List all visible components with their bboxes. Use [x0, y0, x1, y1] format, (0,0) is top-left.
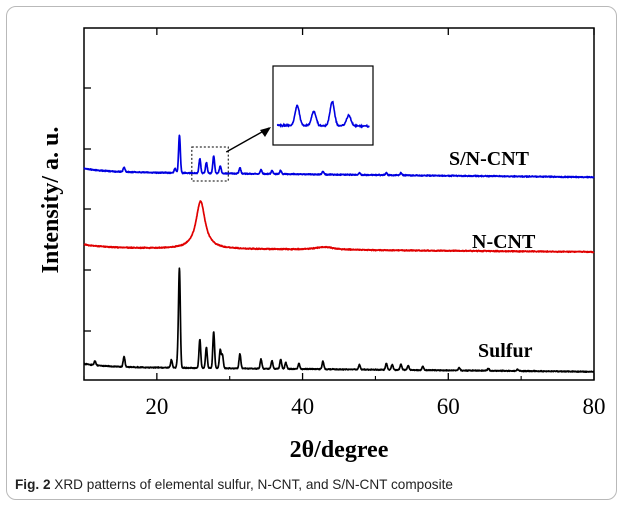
series-layer — [83, 134, 595, 374]
series-labels: Sulfur N-CNT S/N-CNT — [449, 148, 536, 362]
series-line-sulfur — [83, 267, 595, 374]
plot-area — [83, 27, 595, 381]
x-tick-label: 80 — [583, 394, 606, 419]
series-label: N-CNT — [472, 231, 536, 253]
xrd-chart: 20 40 60 80 Sulfur N-CNT S/N-CNT 2θ/degree In… — [38, 27, 606, 463]
inset-box — [272, 65, 374, 146]
x-axis-label: 2θ/degree — [290, 437, 389, 463]
series-label: Sulfur — [478, 340, 533, 362]
figure-caption: Fig. 2 XRD patterns of elemental sulfur,… — [15, 477, 615, 499]
inset — [191, 65, 374, 182]
series-label: S/N-CNT — [449, 148, 530, 170]
series-line-s-n-cnt — [83, 134, 595, 179]
x-tick-label: 40 — [291, 394, 314, 419]
caption-text: XRD patterns of elemental sulfur, N-CNT,… — [50, 477, 453, 492]
y-axis-ticks — [84, 87, 91, 332]
x-tick-label: 20 — [145, 394, 168, 419]
zoom-arrow-head — [260, 127, 271, 137]
series-line-n-cnt — [83, 200, 595, 254]
caption-label: Fig. 2 — [15, 477, 51, 492]
x-tick-label: 60 — [437, 394, 460, 419]
zoom-region-box — [191, 146, 229, 182]
inset-series-line — [276, 100, 370, 129]
x-axis-ticks: 20 40 60 80 — [83, 28, 606, 419]
y-axis-label: Intensity/ a. u. — [38, 127, 64, 274]
